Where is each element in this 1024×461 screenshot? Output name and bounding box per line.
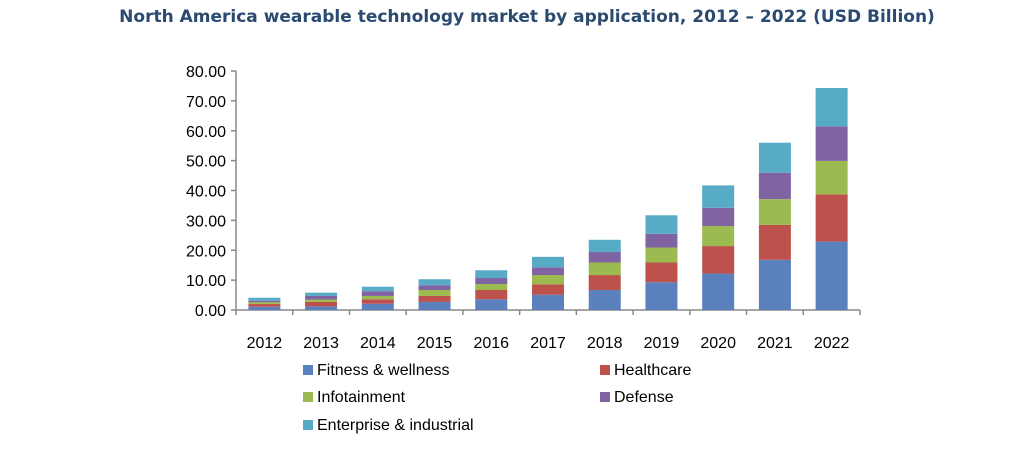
bar-segment-fitness-wellness-2014	[361, 303, 394, 310]
bar-segment-fitness-wellness-2015	[418, 301, 451, 310]
x-tick-label: 2020	[700, 335, 736, 352]
bar-segment-enterprise-industrial-2016	[475, 270, 508, 279]
bar-segment-healthcare-2021	[758, 224, 791, 260]
x-tick-label: 2015	[417, 335, 453, 352]
bar-segment-healthcare-2015	[418, 295, 451, 302]
bar-segment-infotainment-2015	[418, 289, 451, 296]
legend-label: Enterprise & industrial	[317, 417, 474, 434]
bar-segment-healthcare-2022	[815, 194, 848, 242]
y-tick-label: 80.00	[186, 64, 226, 81]
y-tick-label: 30.00	[186, 213, 226, 230]
bar-segment-defense-2013	[305, 295, 338, 300]
bars	[248, 88, 848, 310]
bar-segment-fitness-wellness-2012	[248, 306, 281, 310]
bar-segment-fitness-wellness-2022	[815, 241, 848, 310]
bar-segment-infotainment-2017	[532, 275, 564, 285]
x-axis: 2012 2013 2014 2015 2016 2017 2018 2019 2020 2021…	[235, 309, 861, 352]
bar-segment-infotainment-2020	[702, 226, 735, 247]
x-tick-label: 2016	[473, 335, 509, 352]
bar-segment-enterprise-industrial-2012	[248, 297, 281, 301]
bar-segment-infotainment-2012	[248, 302, 281, 305]
y-tick-label: 50.00	[186, 154, 226, 171]
bar-segment-enterprise-industrial-2015	[418, 279, 451, 286]
bar-segment-enterprise-industrial-2018	[588, 239, 621, 253]
bar-segment-defense-2017	[532, 267, 564, 276]
bar-segment-enterprise-industrial-2017	[532, 256, 564, 268]
y-tick-label: 70.00	[186, 94, 226, 111]
bar-segment-defense-2018	[588, 252, 621, 263]
legend-label: Defense	[614, 389, 674, 406]
legend-label: Infotainment	[317, 389, 406, 406]
legend-swatch	[303, 365, 313, 375]
y-tick-label: 60.00	[186, 124, 226, 141]
x-tick-label: 2017	[530, 335, 566, 352]
bar-segment-defense-2019	[645, 233, 678, 248]
chart-title: North America wearable technology market…	[119, 7, 935, 27]
legend-swatch	[303, 392, 313, 402]
y-tick-label: 0.00	[195, 303, 226, 320]
x-tick-label: 2018	[587, 335, 623, 352]
bar-segment-infotainment-2022	[815, 160, 848, 195]
legend: Fitness & wellness Healthcare Infotainment…	[303, 362, 691, 434]
bar-segment-enterprise-industrial-2021	[758, 142, 791, 173]
y-axis: 0.00 10.00 20.00 30.00 40.00 50.00 60.00 70.00 8…	[186, 64, 237, 320]
x-tick-label: 2012	[247, 335, 283, 352]
bar-segment-infotainment-2021	[758, 199, 791, 225]
bar-segment-fitness-wellness-2013	[305, 306, 338, 310]
bar-segment-infotainment-2014	[361, 295, 394, 300]
bar-segment-healthcare-2013	[305, 301, 338, 307]
bar-segment-fitness-wellness-2018	[588, 289, 621, 310]
y-tick-label: 40.00	[186, 184, 226, 201]
legend-swatch	[600, 392, 610, 402]
bar-segment-defense-2022	[815, 126, 848, 161]
bar-segment-healthcare-2016	[475, 289, 508, 300]
y-tick-label: 10.00	[186, 273, 226, 290]
bar-segment-enterprise-industrial-2022	[815, 88, 848, 127]
x-tick-label: 2013	[303, 335, 339, 352]
x-tick-label: 2022	[814, 335, 850, 352]
bar-segment-enterprise-industrial-2014	[361, 286, 394, 292]
bar-segment-enterprise-industrial-2019	[645, 215, 678, 234]
bar-segment-infotainment-2013	[305, 299, 338, 302]
bar-segment-healthcare-2012	[248, 304, 281, 307]
bar-segment-fitness-wellness-2020	[702, 273, 735, 310]
bar-segment-healthcare-2017	[532, 284, 564, 295]
bar-segment-enterprise-industrial-2020	[702, 185, 735, 208]
y-tick-label: 20.00	[186, 243, 226, 260]
bar-segment-enterprise-industrial-2013	[305, 292, 338, 296]
legend-label: Fitness & wellness	[317, 362, 450, 379]
bar-segment-defense-2016	[475, 278, 508, 285]
legend-swatch	[600, 365, 610, 375]
bar-segment-infotainment-2016	[475, 284, 508, 290]
bar-segment-healthcare-2020	[702, 246, 735, 274]
legend-label: Healthcare	[614, 362, 691, 379]
bar-segment-infotainment-2018	[588, 262, 621, 276]
legend-swatch	[303, 420, 313, 430]
bar-segment-healthcare-2014	[361, 299, 394, 304]
x-tick-label: 2021	[757, 335, 793, 352]
bar-segment-infotainment-2019	[645, 247, 678, 263]
x-tick-label: 2019	[644, 335, 680, 352]
bar-segment-fitness-wellness-2021	[758, 259, 791, 310]
bar-segment-healthcare-2018	[588, 275, 621, 290]
bar-segment-defense-2012	[248, 300, 281, 303]
bar-segment-defense-2014	[361, 291, 394, 296]
bar-segment-fitness-wellness-2016	[475, 299, 508, 310]
bar-segment-healthcare-2019	[645, 262, 678, 283]
x-tick-label: 2014	[360, 335, 396, 352]
bar-segment-defense-2020	[702, 207, 735, 227]
bar-segment-defense-2015	[418, 285, 451, 290]
bar-segment-defense-2021	[758, 172, 791, 200]
bar-segment-fitness-wellness-2017	[532, 294, 564, 310]
bar-segment-fitness-wellness-2019	[645, 282, 678, 310]
